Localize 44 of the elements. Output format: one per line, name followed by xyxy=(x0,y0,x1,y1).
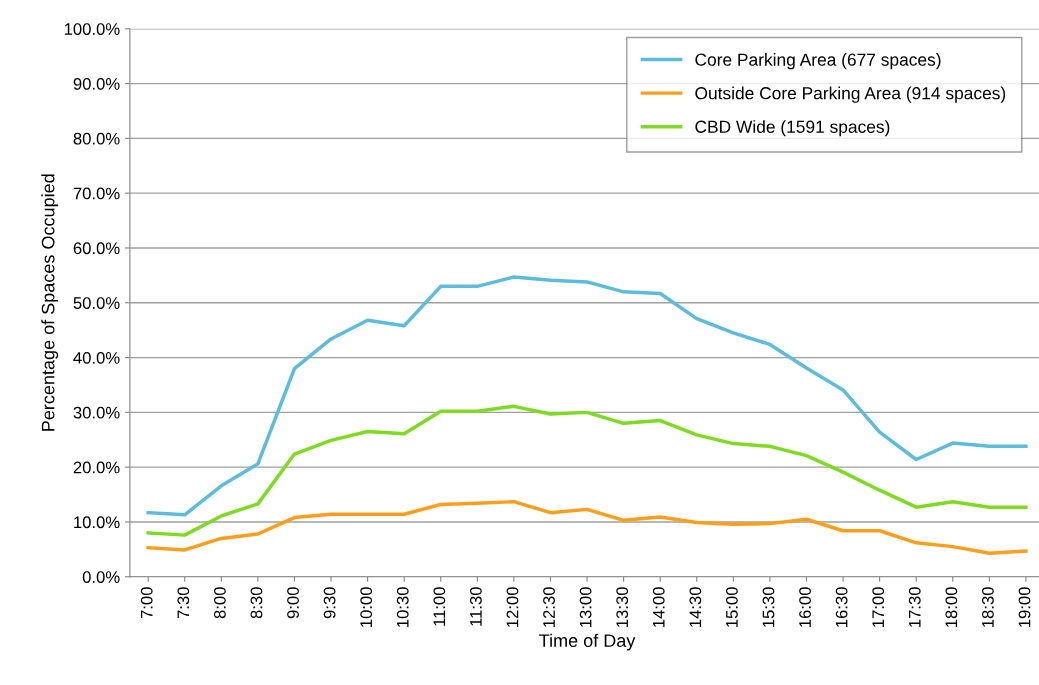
y-tick-label: 50.0% xyxy=(73,297,120,309)
y-tick-label: 10.0% xyxy=(74,516,120,529)
x-tick-label: 12:00 xyxy=(506,587,519,627)
x-tick-label: 13:30 xyxy=(616,587,629,627)
x-axis-title: Time of Day xyxy=(539,633,636,651)
x-tick-label: 17:30 xyxy=(908,587,921,627)
x-tick-label: 15:30 xyxy=(762,587,775,627)
x-tick-label: 12:30 xyxy=(543,587,555,627)
x-tick-label: 9:30 xyxy=(323,587,336,619)
legend-label: Outside Core Parking Area (914 spaces) xyxy=(695,86,1006,103)
y-tick-label: 20.0% xyxy=(73,461,120,474)
line-series xyxy=(146,404,1028,537)
legend-label: CBD Wide (1591 spaces) xyxy=(695,120,890,137)
x-tick-label: 19:00 xyxy=(1018,587,1031,627)
y-tick-label: 80.0% xyxy=(73,132,120,145)
line-series xyxy=(146,499,1028,555)
x-tick-label: 13:00 xyxy=(579,587,592,627)
x-tick-label: 15:00 xyxy=(726,587,738,627)
x-tick-label: 18:30 xyxy=(982,587,994,627)
y-tick-label: 40.0% xyxy=(73,351,120,364)
y-tick-label: 0.0% xyxy=(82,571,120,583)
y-tick-label: 90.0% xyxy=(73,77,120,90)
x-tick-label: 11:00 xyxy=(433,587,446,626)
x-tick-label: 18:00 xyxy=(945,587,958,627)
x-tick-label: 14:00 xyxy=(652,587,665,627)
x-tick-label: 11:30 xyxy=(469,587,482,626)
y-tick-label: 30.0% xyxy=(73,406,120,419)
x-tick-label: 14:30 xyxy=(689,587,702,627)
y-tick-label: 60.0% xyxy=(73,242,120,255)
x-tick-label: 9:00 xyxy=(287,587,299,619)
x-tick-label: 16:30 xyxy=(835,587,848,627)
legend-label: Core Parking Area (677 spaces) xyxy=(695,53,941,70)
x-tick-label: 10:00 xyxy=(360,587,373,627)
x-tick-label: 16:00 xyxy=(799,587,811,627)
line-series xyxy=(146,275,1028,517)
x-tick-label: 8:00 xyxy=(213,587,226,619)
x-tick-label: 17:00 xyxy=(872,587,885,627)
y-tick-label: 70.0% xyxy=(73,187,120,200)
x-tick-label: 10:30 xyxy=(396,587,409,627)
x-tick-label: 7:30 xyxy=(177,587,190,619)
x-tick-label: 8:30 xyxy=(250,587,263,619)
x-tick-label: 7:00 xyxy=(140,587,153,619)
y-axis-title: Percentage of Spaces Occupied xyxy=(41,174,59,431)
y-tick-label: 100.0% xyxy=(64,23,120,35)
